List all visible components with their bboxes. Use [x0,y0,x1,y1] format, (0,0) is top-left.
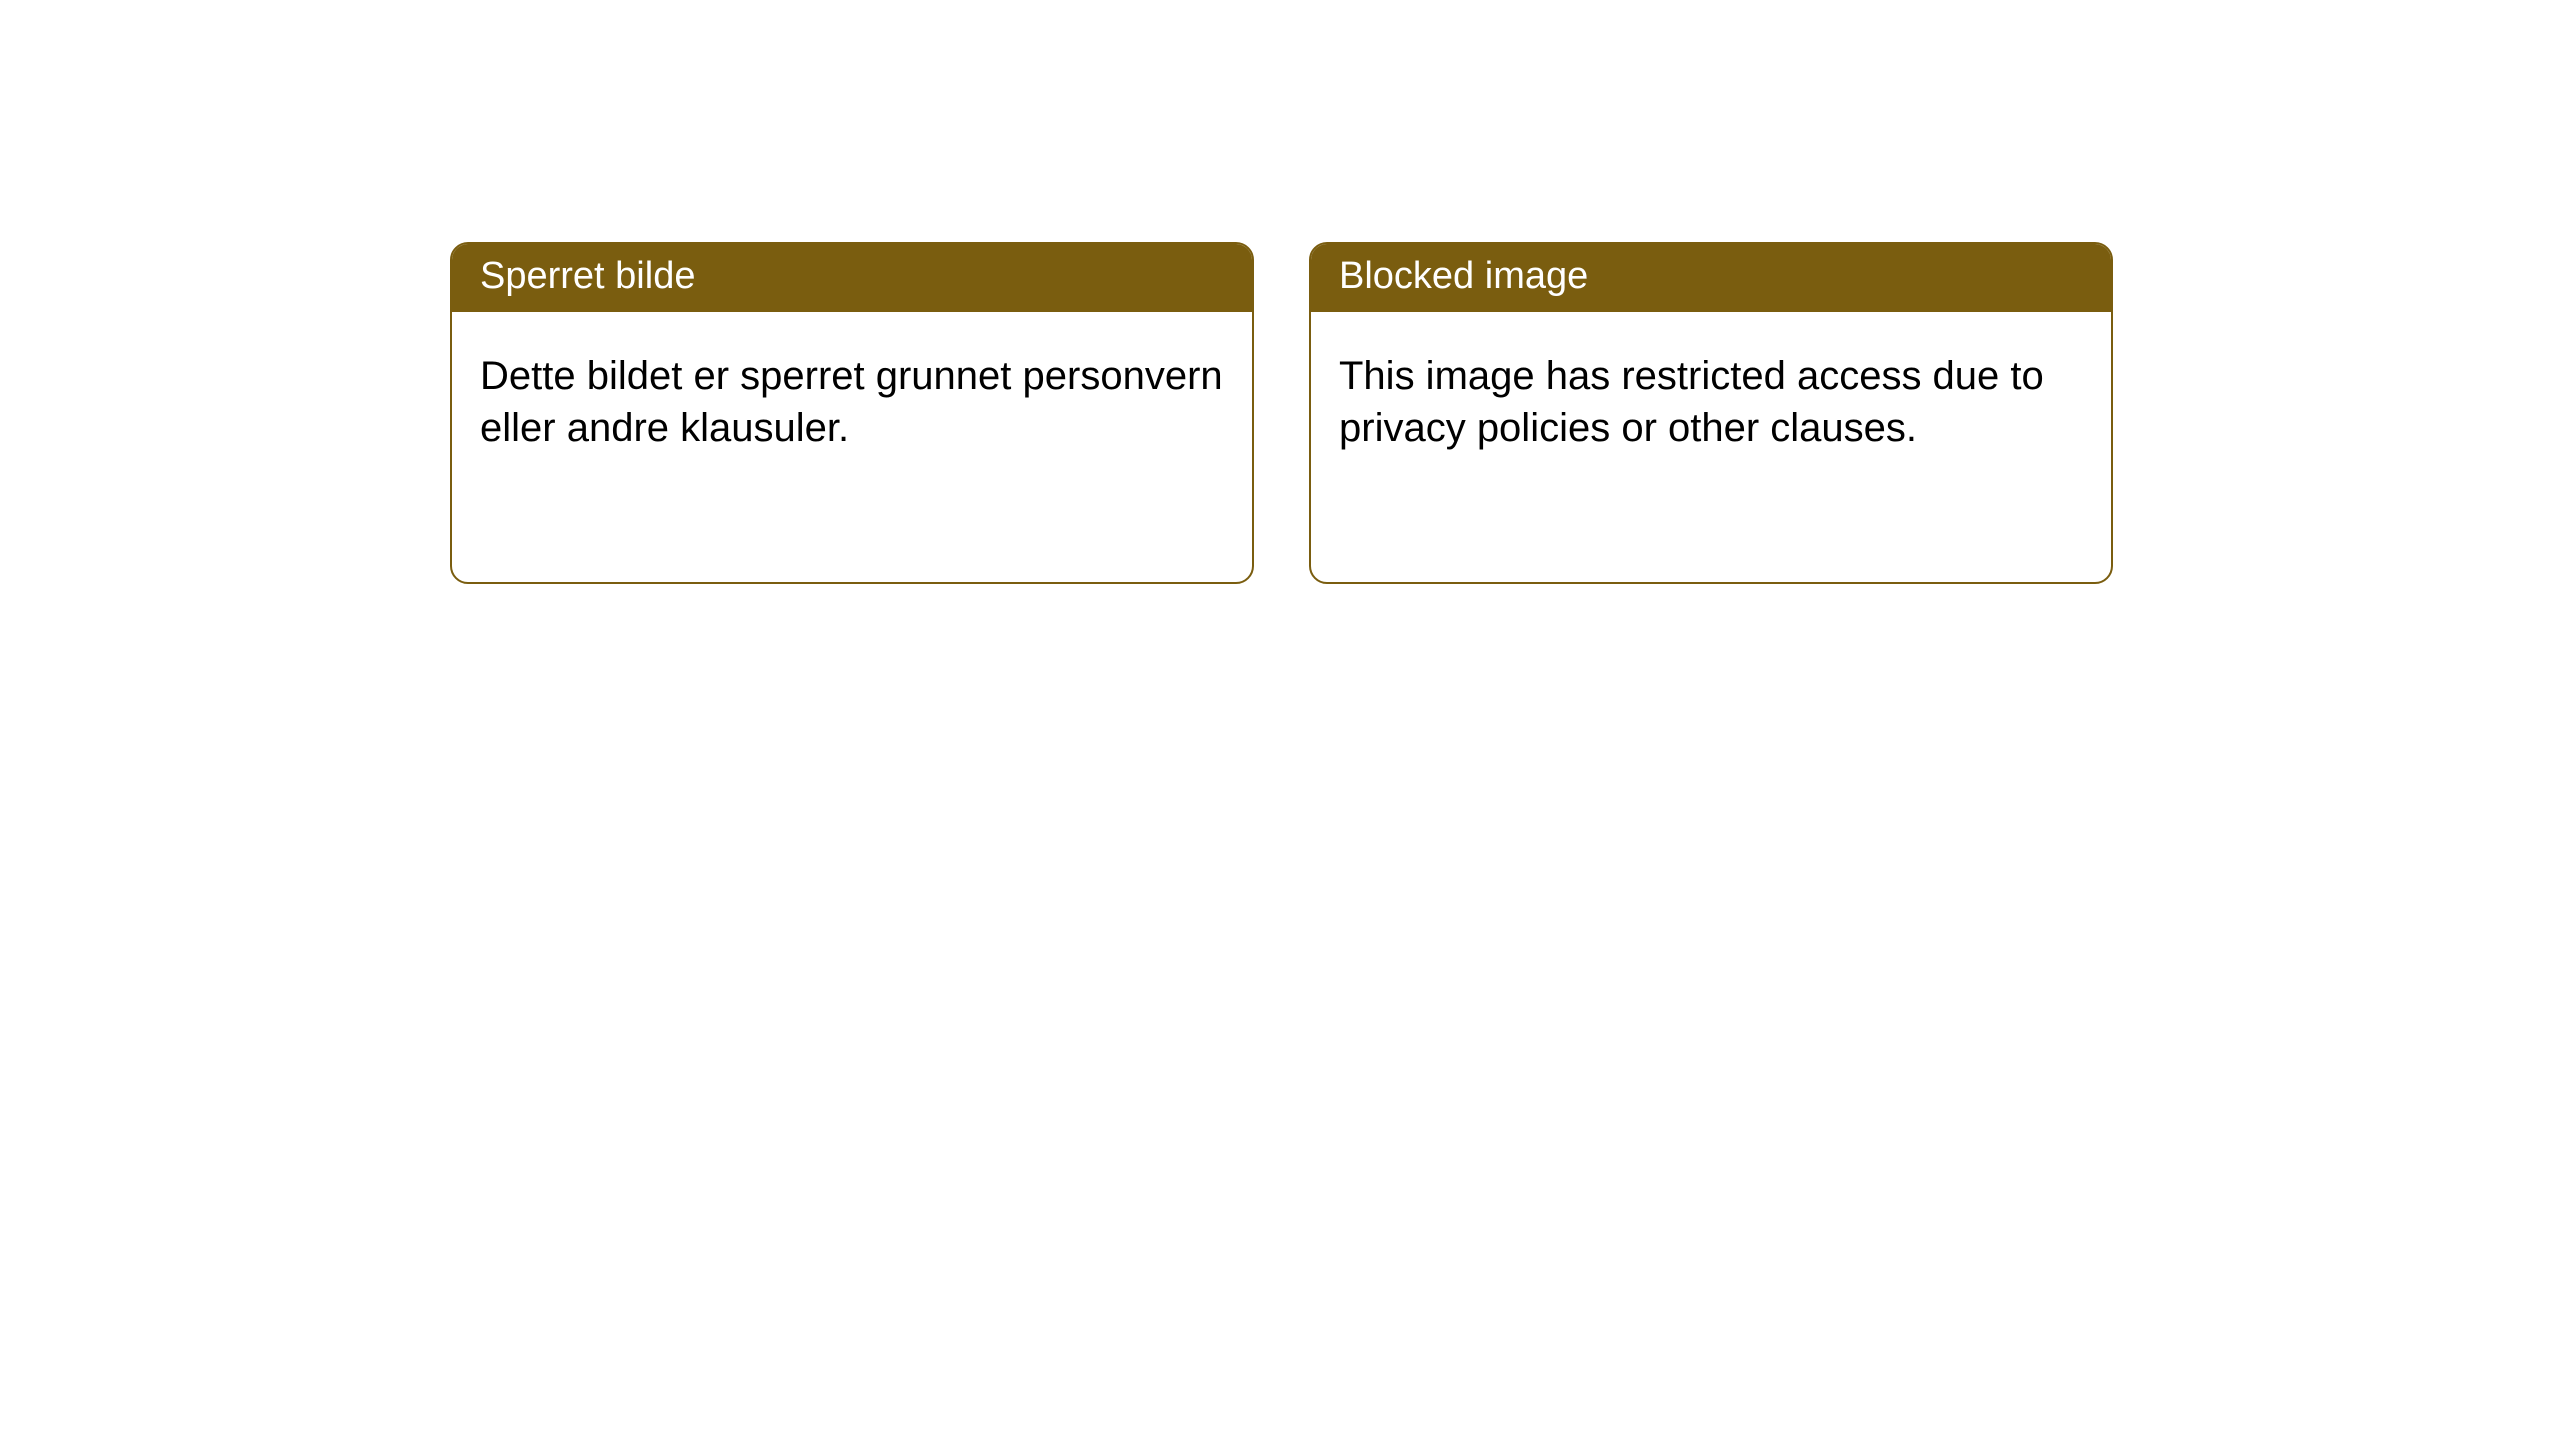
notice-card-norwegian: Sperret bilde Dette bildet er sperret gr… [450,242,1254,584]
card-body: This image has restricted access due to … [1311,312,2111,582]
notice-card-english: Blocked image This image has restricted … [1309,242,2113,584]
card-title: Sperret bilde [452,244,1252,312]
card-title: Blocked image [1311,244,2111,312]
card-body: Dette bildet er sperret grunnet personve… [452,312,1252,582]
notice-container: Sperret bilde Dette bildet er sperret gr… [0,0,2560,584]
